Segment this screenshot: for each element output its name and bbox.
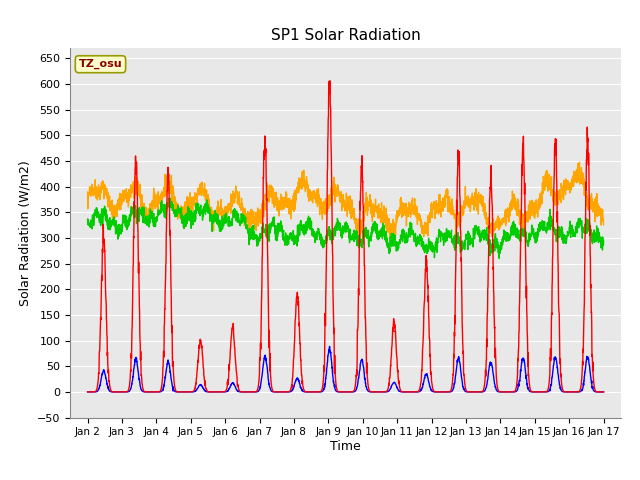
sp1_LWin	[135, 213, 143, 218]
sp1_LWin	[376, 230, 384, 236]
sp1_LWin	[531, 232, 538, 238]
X-axis label: Time: Time	[330, 440, 361, 453]
sp1_LWout	[84, 189, 92, 195]
sp1_SWin	[600, 389, 607, 395]
sp1_LWout	[593, 213, 600, 218]
sp1_SWout	[180, 389, 188, 395]
sp1_SWout	[326, 344, 333, 349]
sp1_SWin	[84, 389, 92, 395]
Legend: sp1_SWin, sp1_SWout, sp1_LWin, sp1_LWout: sp1_SWin, sp1_SWout, sp1_LWin, sp1_LWout	[146, 475, 545, 480]
sp1_LWout	[246, 220, 254, 226]
sp1_SWout	[600, 389, 607, 395]
Title: SP1 Solar Radiation: SP1 Solar Radiation	[271, 28, 420, 43]
sp1_LWin	[501, 229, 509, 235]
sp1_LWout	[376, 205, 384, 211]
sp1_LWout	[135, 192, 143, 197]
sp1_SWin	[377, 389, 385, 395]
sp1_SWout	[593, 389, 600, 395]
sp1_LWin	[247, 227, 255, 233]
sp1_LWout	[501, 212, 509, 217]
sp1_LWout	[530, 200, 538, 205]
sp1_LWout	[600, 222, 607, 228]
sp1_LWin	[600, 239, 607, 244]
sp1_SWin	[135, 292, 143, 298]
sp1_SWout	[531, 389, 538, 395]
Text: TZ_osu: TZ_osu	[79, 59, 122, 69]
sp1_SWout	[501, 389, 509, 395]
sp1_SWout	[84, 389, 92, 395]
sp1_SWout	[247, 389, 255, 395]
Line: sp1_SWin: sp1_SWin	[88, 81, 604, 392]
sp1_SWin	[501, 389, 509, 395]
sp1_LWin	[166, 195, 174, 201]
sp1_SWout	[377, 389, 385, 395]
sp1_SWout	[135, 377, 143, 383]
sp1_LWout	[387, 236, 394, 241]
sp1_LWin	[84, 216, 92, 222]
Line: sp1_SWout: sp1_SWout	[88, 347, 604, 392]
Y-axis label: Solar Radiation (W/m2): Solar Radiation (W/m2)	[19, 160, 32, 306]
sp1_SWin	[531, 389, 538, 395]
sp1_LWout	[575, 159, 583, 165]
sp1_LWin	[593, 223, 600, 229]
sp1_SWin	[593, 389, 600, 395]
sp1_SWin	[326, 78, 334, 84]
sp1_LWin	[495, 255, 503, 261]
Line: sp1_LWin: sp1_LWin	[88, 198, 604, 258]
Line: sp1_LWout: sp1_LWout	[88, 162, 604, 239]
sp1_SWin	[180, 389, 188, 395]
sp1_SWin	[247, 389, 255, 395]
